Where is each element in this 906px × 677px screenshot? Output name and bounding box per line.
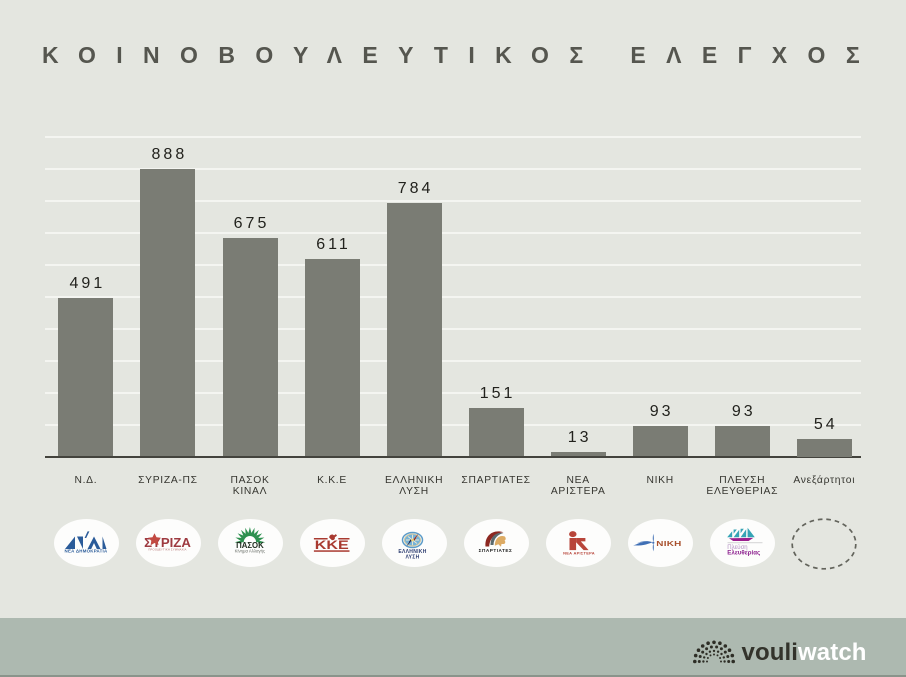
- svg-text:ΝΕΑ ΔΗΜΟΚΡΑΤΙΑ: ΝΕΑ ΔΗΜΟΚΡΑΤΙΑ: [64, 548, 107, 553]
- svg-text:ΝΙΚΗ: ΝΙΚΗ: [656, 538, 681, 547]
- svg-text:Κίνημα Αλλαγής: Κίνημα Αλλαγής: [234, 548, 264, 553]
- svg-text:Πλεύση: Πλεύση: [727, 544, 747, 550]
- svg-text:ΣΠΑΡΤΙΑΤΕΣ: ΣΠΑΡΤΙΑΤΕΣ: [478, 548, 512, 553]
- svg-text:Ελευθερίας: Ελευθερίας: [727, 549, 760, 556]
- svg-text:ΠΡΟΟΔΕΥΤΙΚΗ ΣΥΜΜΑΧΙΑ: ΠΡΟΟΔΕΥΤΙΚΗ ΣΥΜΜΑΧΙΑ: [148, 547, 186, 551]
- svg-text:ΚΚΕ: ΚΚΕ: [314, 538, 348, 552]
- svg-text:ΛΥΣΗ: ΛΥΣΗ: [405, 554, 419, 560]
- svg-text:ΠΑΣΟΚ: ΠΑΣΟΚ: [236, 541, 264, 550]
- svg-text:ΕΛΛΗΝΙΚΗ: ΕΛΛΗΝΙΚΗ: [398, 549, 426, 555]
- svg-text:ΝΕΑ ΑΡΙΣΤΕΡΑ: ΝΕΑ ΑΡΙΣΤΕΡΑ: [563, 550, 595, 555]
